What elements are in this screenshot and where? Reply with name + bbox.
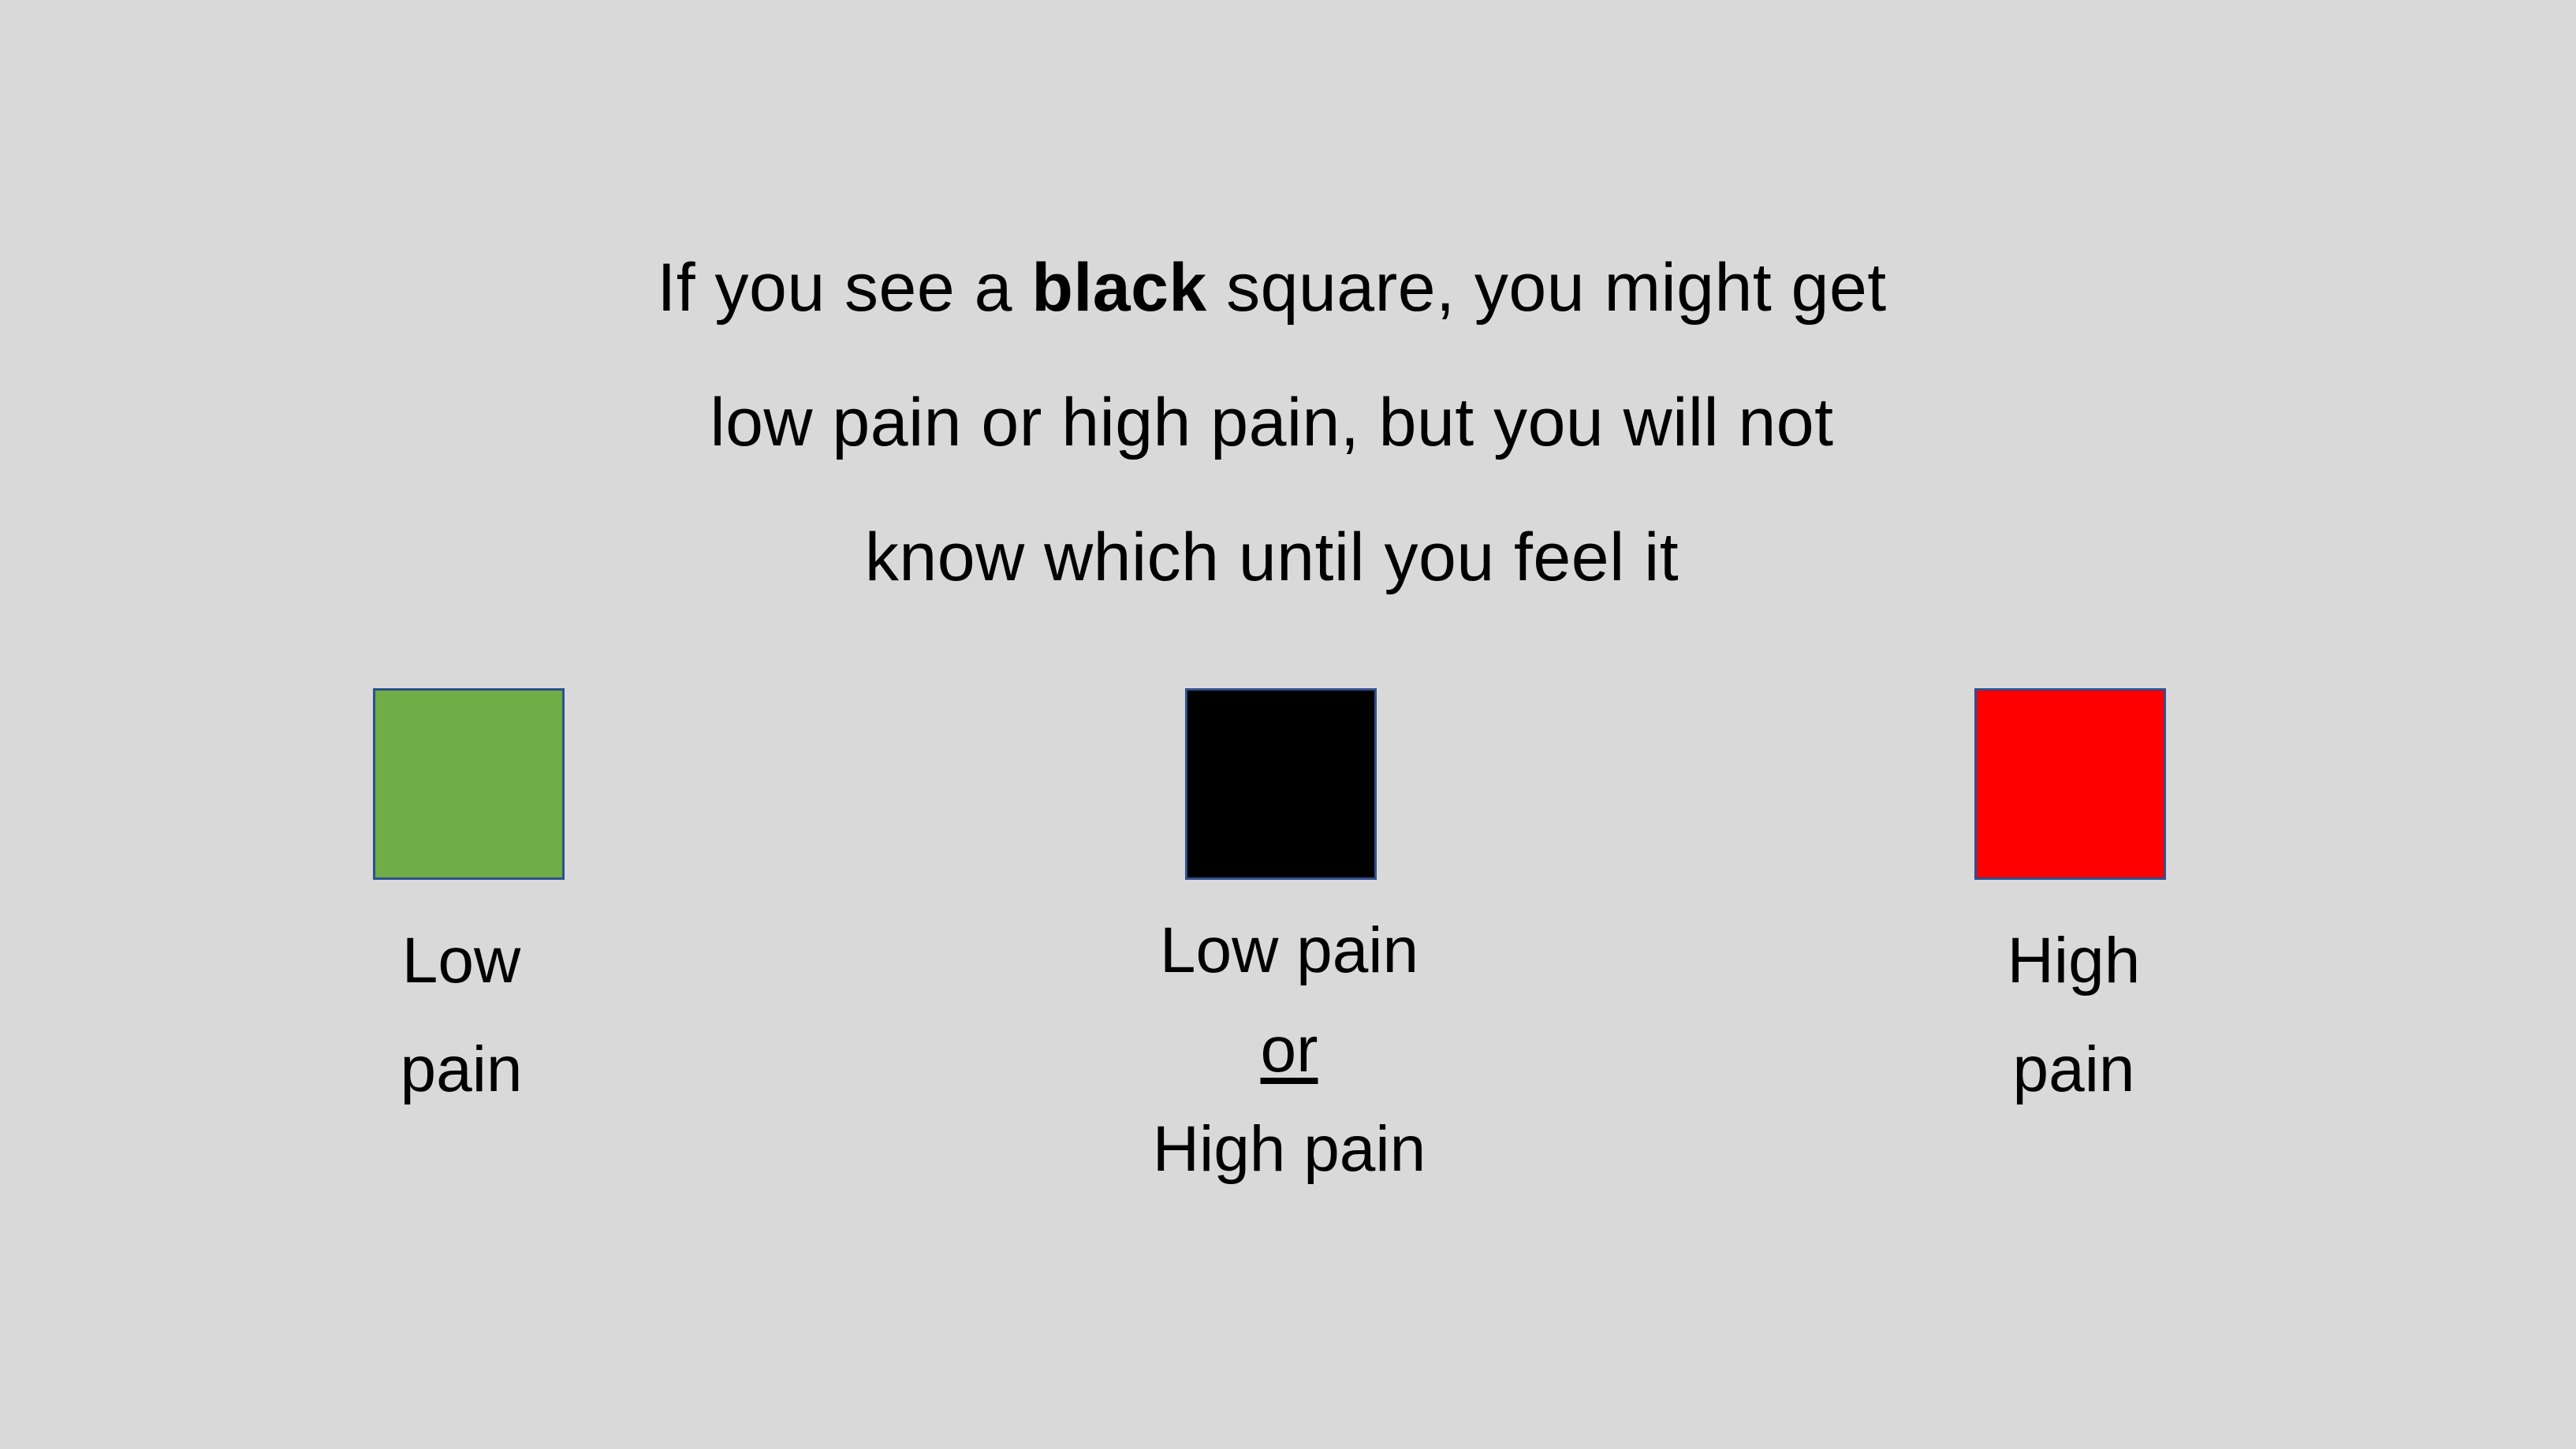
high-pain-label-line-1: High — [2007, 925, 2141, 996]
instruction-line-1: If you see a black square, you might get — [499, 221, 2045, 356]
green-square — [373, 688, 565, 880]
low-pain-label: Low pain — [304, 907, 619, 1124]
instruction-line-1-end: square, you might get — [1206, 250, 1887, 326]
black-square — [1185, 688, 1377, 880]
low-or-high-pain-label: Low pain or High pain — [1092, 901, 1486, 1199]
high-pain-label-line-2: pain — [2012, 1034, 2135, 1105]
instruction-bold-word: black — [1031, 250, 1207, 326]
mixed-label-high-pain: High pain — [1152, 1113, 1426, 1185]
low-pain-label-line-2: pain — [400, 1034, 523, 1105]
low-pain-label-line-1: Low — [401, 925, 521, 996]
high-pain-label: High pain — [1916, 907, 2231, 1124]
instruction-line-3: know which until you feel it — [864, 520, 1679, 595]
instruction-line-2: low pain or high pain, but you will not — [710, 385, 1834, 460]
red-square — [1974, 688, 2166, 880]
instruction-text: If you see a black square, you might get… — [499, 221, 2045, 625]
mixed-label-or: or — [1260, 1014, 1318, 1086]
instruction-line-1-start: If you see a — [657, 250, 1032, 326]
mixed-label-low-pain: Low pain — [1159, 914, 1419, 986]
